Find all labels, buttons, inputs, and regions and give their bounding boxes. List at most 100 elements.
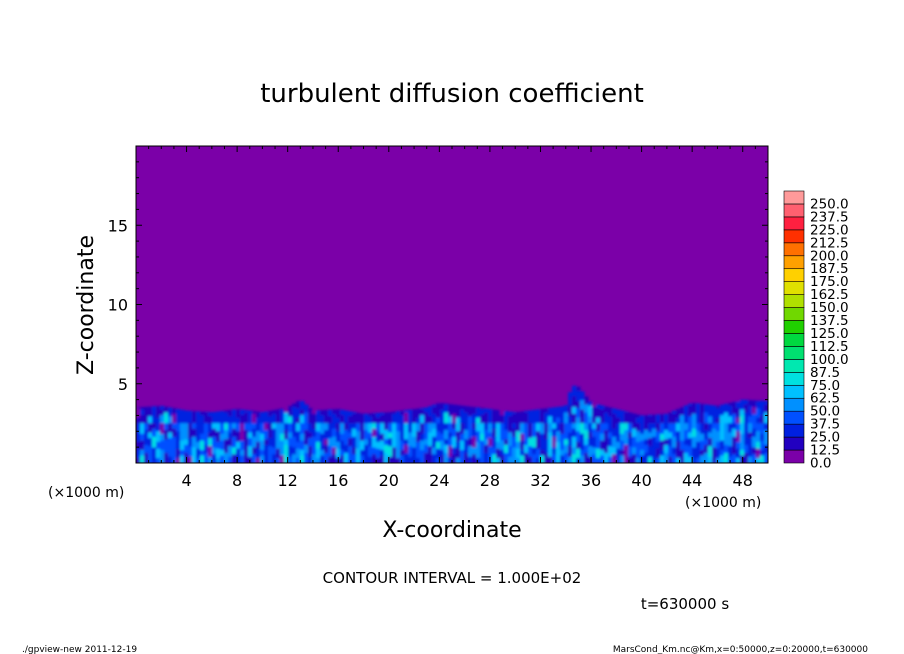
field-cell xyxy=(556,422,561,432)
field-cell xyxy=(332,422,337,429)
field-cell xyxy=(332,409,337,414)
field-cell xyxy=(756,457,761,463)
field-cell xyxy=(320,449,325,456)
field-cell xyxy=(552,446,557,455)
field-cell xyxy=(700,454,705,463)
field-cell xyxy=(156,441,161,449)
field-cell xyxy=(340,433,345,441)
field-cell xyxy=(544,422,549,430)
field-cell xyxy=(444,403,449,405)
field-cell xyxy=(648,445,653,457)
field-cell xyxy=(328,445,333,457)
field-cell xyxy=(452,404,457,408)
field-cell xyxy=(660,440,665,450)
field-cell xyxy=(316,457,321,463)
field-cell xyxy=(472,453,477,463)
field-cell xyxy=(736,417,741,424)
field-cell xyxy=(244,444,249,453)
field-cell xyxy=(476,457,481,463)
field-cell xyxy=(720,414,725,424)
field-cell xyxy=(564,411,569,424)
field-cell xyxy=(664,444,669,453)
field-cell xyxy=(400,433,405,441)
field-cell xyxy=(608,437,613,447)
field-cell xyxy=(764,444,768,453)
field-cell xyxy=(260,422,265,434)
field-cell xyxy=(372,428,377,437)
field-cell xyxy=(532,446,537,455)
field-cell xyxy=(428,422,433,433)
field-cell xyxy=(688,415,693,424)
field-cell xyxy=(760,449,765,456)
field-cell xyxy=(180,454,185,463)
field-cell xyxy=(684,429,689,440)
field-cell xyxy=(676,441,681,449)
field-cell xyxy=(704,438,709,445)
field-cell xyxy=(676,430,681,442)
field-cell xyxy=(760,454,765,463)
field-cell xyxy=(492,453,497,463)
field-cell xyxy=(252,413,257,424)
field-cell xyxy=(740,440,745,450)
field-cell xyxy=(460,454,465,463)
field-cell xyxy=(652,436,657,448)
field-cell xyxy=(604,444,609,453)
field-cell xyxy=(536,448,541,459)
field-cell xyxy=(676,408,681,418)
field-cell xyxy=(264,438,269,445)
field-cell xyxy=(380,422,385,434)
field-cell xyxy=(752,406,757,414)
field-cell xyxy=(556,448,561,459)
field-cell xyxy=(744,444,749,453)
field-cell xyxy=(592,453,597,463)
field-cell xyxy=(480,454,485,463)
field-cell xyxy=(396,422,401,432)
field-cell xyxy=(620,454,625,463)
field-cell xyxy=(296,430,301,442)
field-cell xyxy=(308,408,313,417)
field-cell xyxy=(580,408,585,416)
field-cell xyxy=(372,413,377,414)
field-cell xyxy=(280,408,285,410)
field-cell xyxy=(656,457,661,463)
field-cell xyxy=(396,430,401,442)
field-cell xyxy=(560,454,565,463)
field-cell xyxy=(724,452,729,463)
field-cell xyxy=(512,453,517,463)
field-cell xyxy=(380,412,385,416)
field-cell xyxy=(436,457,441,463)
field-cell xyxy=(344,444,349,453)
field-cell xyxy=(644,438,649,445)
field-cell xyxy=(432,453,437,463)
field-cell xyxy=(756,448,761,459)
field-cell xyxy=(568,392,573,398)
field-cell xyxy=(584,452,589,463)
colorbar-label: 175.0 xyxy=(810,274,849,290)
field-cell xyxy=(548,445,553,457)
field-cell xyxy=(232,409,237,414)
field-cell xyxy=(684,444,689,453)
field-cell xyxy=(272,428,277,437)
field-cell xyxy=(672,410,677,414)
field-cell xyxy=(560,422,565,434)
field-cell xyxy=(732,446,737,455)
field-cell xyxy=(612,436,617,448)
field-cell xyxy=(588,437,593,447)
field-cell xyxy=(656,414,661,418)
field-cell xyxy=(460,440,465,450)
colorbar-box xyxy=(783,320,805,334)
colorbar-box xyxy=(783,346,805,360)
field-cell xyxy=(668,412,673,417)
field-cell xyxy=(296,422,301,432)
field-cell xyxy=(524,411,529,424)
field-cell xyxy=(164,411,169,424)
field-cell xyxy=(204,422,209,430)
field-cell xyxy=(540,422,545,434)
field-cell xyxy=(276,409,281,418)
field-cell xyxy=(748,405,753,417)
field-cell xyxy=(428,415,433,424)
field-cell xyxy=(224,429,229,440)
axis-ticks xyxy=(136,146,768,463)
field-cell xyxy=(372,436,377,448)
field-cell xyxy=(656,430,661,442)
